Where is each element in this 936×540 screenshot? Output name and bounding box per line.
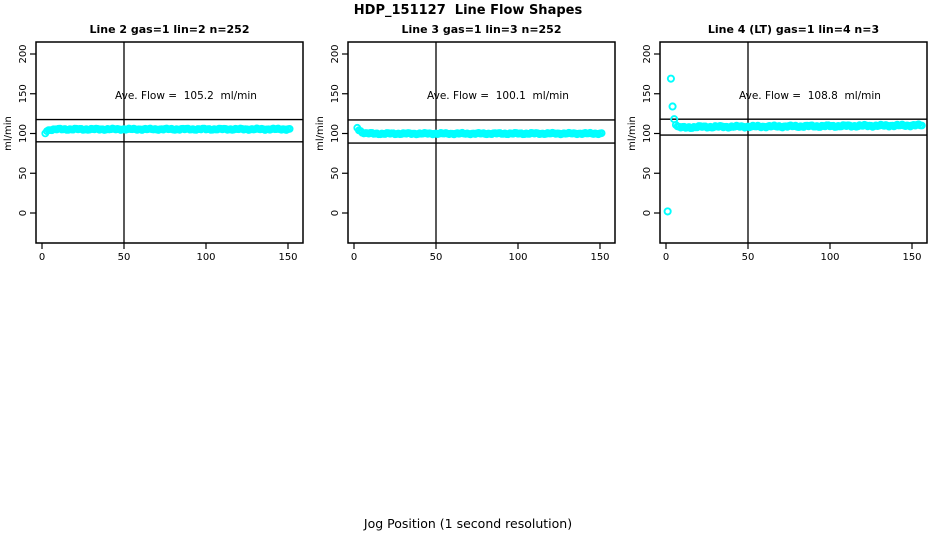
y-tick-label: 150	[330, 84, 341, 103]
scatter-plot-line-4: 0 50 100 150 0 50 100 150 200 ml/min	[627, 41, 928, 263]
y-tick-label: 50	[18, 167, 29, 180]
scatter-plot-line-2: 0 50 100 150 0 50 100 150 200 ml/min	[3, 41, 304, 263]
panel-line-3: Line 3 gas=1 lin=3 n=252 0 50 100 150 0 50 100…	[312, 0, 624, 280]
y-tick-label: 0	[642, 210, 653, 216]
x-tick-label: 150	[278, 252, 297, 263]
y-tick-label: 50	[642, 167, 653, 180]
y-tick-label: 100	[642, 124, 653, 143]
y-tick-label: 200	[330, 44, 341, 63]
panel-line-4: Line 4 (LT) gas=1 lin=4 n=3 0 50 100 150 0 50…	[624, 0, 936, 280]
y-tick-label: 0	[330, 210, 341, 216]
y-tick-label: 150	[642, 84, 653, 103]
x-tick-label: 0	[351, 252, 357, 263]
y-axis-unit-label: ml/min	[627, 116, 638, 151]
outlier-data-point	[663, 207, 672, 216]
ave-flow-annotation: Ave. Flow = 105.2 ml/min	[115, 90, 257, 102]
x-tick-label: 150	[902, 252, 921, 263]
x-tick-label: 0	[663, 252, 669, 263]
y-tick-label: 200	[18, 44, 29, 63]
x-tick-label: 50	[430, 252, 443, 263]
ave-flow-annotation: Ave. Flow = 100.1 ml/min	[427, 90, 569, 102]
y-tick-label: 50	[330, 167, 341, 180]
page-title: HDP_151127 Line Flow Shapes	[353, 3, 583, 18]
x-axis-label: Jog Position (1 second resolution)	[363, 516, 573, 531]
data-point	[917, 121, 926, 130]
y-tick-label: 200	[642, 44, 653, 63]
y-tick-label: 150	[18, 84, 29, 103]
panel-line-2: Line 2 gas=1 lin=2 n=252 0 50 100 150 0 50 100…	[0, 0, 312, 280]
y-axis-unit-label: ml/min	[3, 116, 14, 151]
plot-box	[659, 41, 928, 244]
y-tick-label: 100	[330, 124, 341, 143]
scatter-plot-line-3: 0 50 100 150 0 50 100 150 200 ml/min	[315, 41, 616, 263]
y-tick-label: 0	[18, 210, 29, 216]
x-tick-label: 150	[590, 252, 609, 263]
panel-title-line-2: Line 2 gas=1 lin=2 n=252	[89, 23, 250, 36]
ave-flow-annotation: Ave. Flow = 108.8 ml/min	[739, 90, 881, 102]
outlier-data-point	[668, 102, 677, 111]
data-point	[285, 124, 294, 133]
x-tick-label: 50	[118, 252, 131, 263]
y-tick-label: 100	[18, 124, 29, 143]
outlier-data-point	[670, 115, 679, 124]
x-tick-label: 100	[820, 252, 839, 263]
plot-box	[347, 41, 616, 244]
x-tick-label: 100	[508, 252, 527, 263]
panel-title-line-4: Line 4 (LT) gas=1 lin=4 n=3	[707, 23, 880, 36]
y-axis-unit-label: ml/min	[315, 116, 326, 151]
x-tick-label: 50	[742, 252, 755, 263]
data-point	[597, 129, 606, 138]
outlier-data-point	[666, 74, 675, 83]
x-tick-label: 0	[39, 252, 45, 263]
x-tick-label: 100	[196, 252, 215, 263]
plot-box	[35, 41, 304, 244]
panel-title-line-3: Line 3 gas=1 lin=3 n=252	[401, 23, 562, 36]
